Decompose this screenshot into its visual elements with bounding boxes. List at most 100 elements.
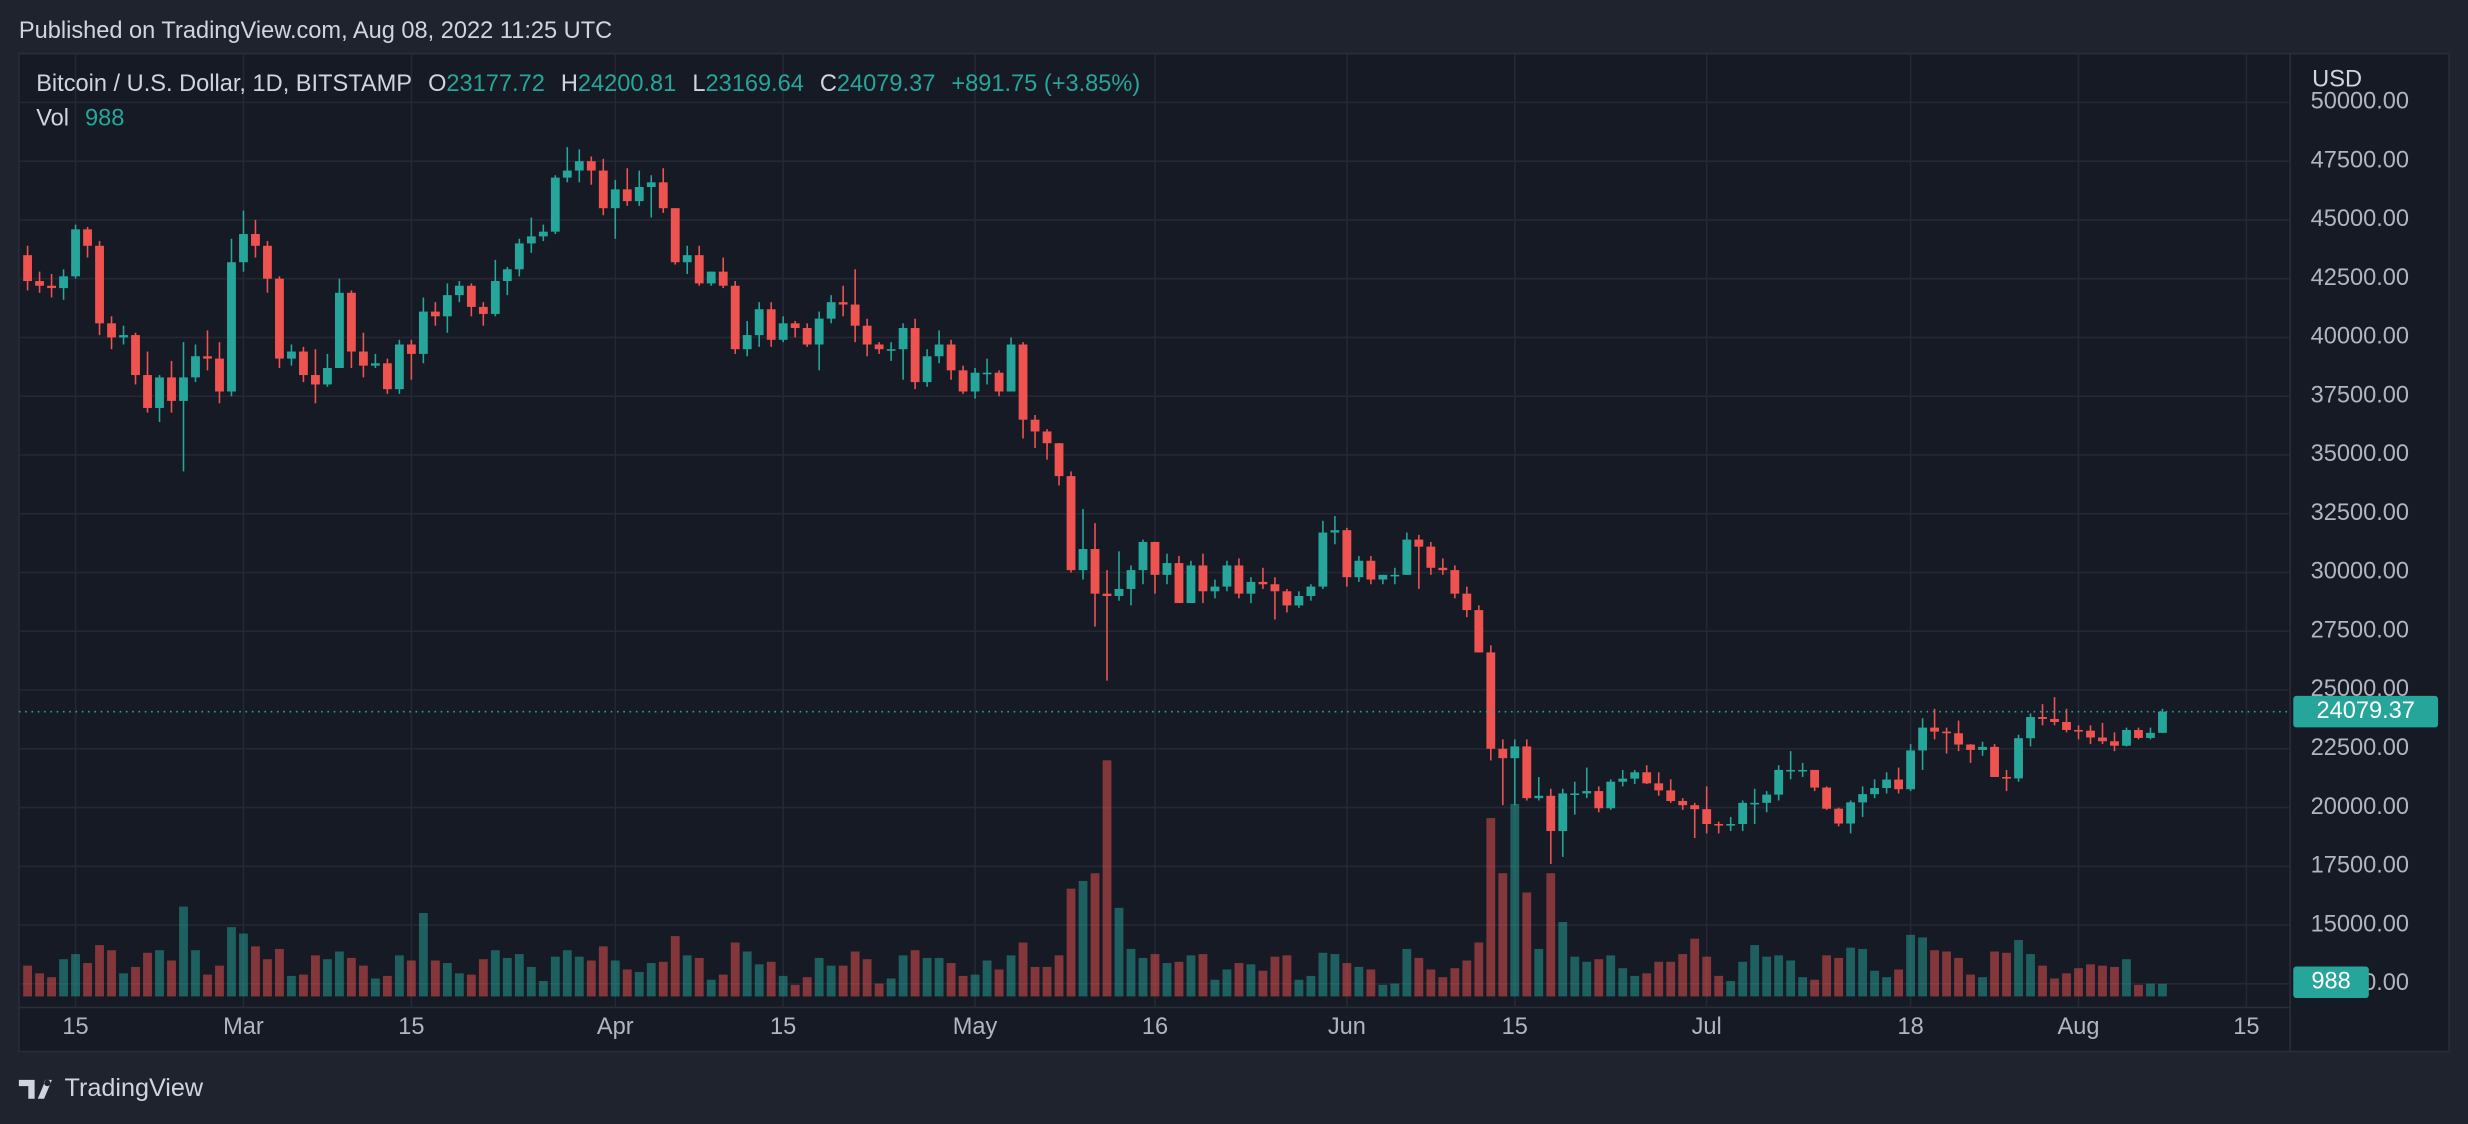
volume-bar xyxy=(1966,974,1975,997)
volume-bar xyxy=(167,960,176,997)
candle-body xyxy=(622,189,632,202)
volume-bar xyxy=(59,959,68,997)
candle-body xyxy=(263,245,272,279)
volume-bar xyxy=(1498,873,1508,997)
candle-body xyxy=(2086,730,2095,738)
volume-bar xyxy=(598,946,608,997)
volume-bar xyxy=(1930,950,1939,997)
candle-body xyxy=(1318,532,1328,587)
candle-body xyxy=(83,229,92,246)
volume-bar xyxy=(131,966,140,997)
volume-bar xyxy=(1750,945,1760,997)
brand-name: TradingView xyxy=(65,1074,204,1102)
candle-body xyxy=(1282,591,1292,606)
candle-body xyxy=(394,344,404,390)
candle-body xyxy=(1498,748,1508,759)
candle-body xyxy=(970,372,980,392)
candle-body xyxy=(418,311,428,354)
volume-bar xyxy=(2134,984,2143,997)
candle-body xyxy=(1822,787,1832,809)
volume-bar xyxy=(970,974,980,997)
candle-body xyxy=(1258,581,1268,585)
candle-body xyxy=(239,234,248,263)
y-tick-label: 32500.00 xyxy=(2311,500,2409,526)
volume-bar xyxy=(490,950,500,997)
candle-body xyxy=(299,351,308,376)
volume-bar xyxy=(2158,983,2167,997)
candle-body xyxy=(466,285,476,307)
volume-bar xyxy=(1354,966,1364,997)
candle-body xyxy=(311,375,320,385)
candle-body xyxy=(1702,809,1712,824)
volume-bar xyxy=(275,948,284,997)
candle-body xyxy=(2158,711,2167,733)
volume-bar xyxy=(634,972,644,997)
volume-bar xyxy=(874,983,884,997)
volume-bar xyxy=(1918,937,1927,997)
candle-body xyxy=(742,335,752,350)
volume-badge xyxy=(2293,966,2369,998)
candle-body xyxy=(1774,769,1784,795)
volume-bar xyxy=(95,945,104,997)
y-tick-label: 50000.00 xyxy=(2311,89,2409,115)
volume-bar xyxy=(2002,952,2011,997)
volume-bar xyxy=(1522,892,1532,997)
candle-body xyxy=(682,255,692,263)
volume-bar xyxy=(1198,954,1208,997)
volume-bar xyxy=(1870,970,1880,997)
volume-bar xyxy=(2026,954,2035,997)
change: +891.75 (+3.85%) xyxy=(951,71,1140,97)
chart-panel xyxy=(18,52,2450,1053)
candle-body xyxy=(1018,344,1028,420)
volume-bar xyxy=(1618,968,1628,997)
candle-body xyxy=(1546,795,1556,832)
volume-bar xyxy=(1546,873,1556,997)
legend: Bitcoin / U.S. Dollar, 1D, BITSTAMP O231… xyxy=(36,71,1140,97)
candle-body xyxy=(1090,548,1100,594)
volume-bar xyxy=(1582,961,1592,997)
candle-body xyxy=(215,358,224,392)
volume-bar xyxy=(646,963,656,997)
candle-body xyxy=(1606,781,1616,809)
candle-body xyxy=(335,292,344,369)
x-tick-label: 16 xyxy=(1142,1014,1168,1040)
volume-bar xyxy=(1210,979,1220,997)
volume-bar xyxy=(1906,934,1915,997)
candle-body xyxy=(191,356,200,378)
volume-bar xyxy=(2086,964,2095,997)
x-tick-label: Jul xyxy=(1692,1014,1722,1040)
volume-bar xyxy=(718,974,728,997)
candle-body xyxy=(1378,574,1388,580)
candle-body xyxy=(275,278,284,359)
x-tick-label: Apr xyxy=(597,1014,634,1040)
candle-body xyxy=(119,335,128,338)
candle-body xyxy=(2074,729,2083,732)
candle-body xyxy=(1570,793,1580,796)
volume-bar xyxy=(1654,961,1664,997)
candle-body xyxy=(358,351,368,366)
candle-body xyxy=(1558,793,1568,832)
candle-body xyxy=(1222,565,1232,587)
candle-body xyxy=(1534,795,1544,799)
candle-body xyxy=(1270,584,1280,592)
candle-body xyxy=(47,285,56,289)
volume-bar xyxy=(1846,947,1856,997)
candle-body xyxy=(1066,476,1076,571)
volume-bar xyxy=(550,956,560,997)
volume-bar xyxy=(1390,983,1400,997)
volume-bar xyxy=(23,965,32,997)
volume-bar xyxy=(299,974,308,997)
volume-bar xyxy=(179,906,188,997)
candle-body xyxy=(1414,539,1424,547)
candle-body xyxy=(1834,808,1844,824)
candle-body xyxy=(287,351,296,359)
volume-bar xyxy=(1558,921,1568,997)
volume-bar xyxy=(538,981,548,997)
volume-bar xyxy=(227,927,236,997)
volume-bar xyxy=(1486,818,1496,997)
volume-bar xyxy=(910,950,920,997)
candle-body xyxy=(1042,431,1052,444)
candle-body xyxy=(934,344,944,357)
ohlc-label: C xyxy=(820,71,837,97)
candle-body xyxy=(2050,718,2059,722)
